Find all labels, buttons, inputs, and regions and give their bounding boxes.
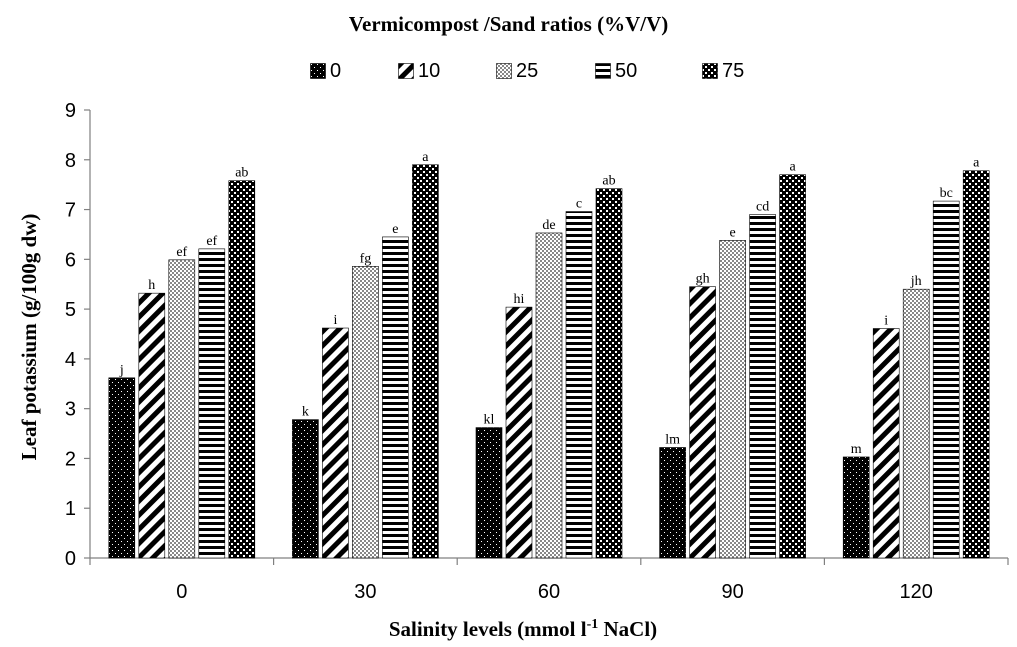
x-tick-label: 0 [176,581,187,603]
bar-label: j [119,363,124,378]
bar-label: bc [940,186,953,201]
bar-label: lm [665,432,680,447]
bar-50-120 [932,200,960,559]
legend-swatch [496,63,512,79]
bar-10-30 [322,327,349,559]
bar-label: gh [696,272,710,287]
legend-label: 0 [330,60,342,82]
y-tick-label: 5 [65,299,76,321]
bar-75-90 [779,174,806,559]
bar-50-90 [749,214,776,559]
y-tick-label: 3 [65,399,76,421]
y-tick-label: 4 [65,349,76,371]
bar-25-120 [902,288,930,559]
x-tick-label: 60 [538,581,560,603]
bar-10-0 [138,292,166,559]
bar-10-120 [872,328,900,559]
legend-swatch [595,63,611,79]
bar-label: ab [235,166,248,181]
bar-0-30 [292,419,319,559]
y-tick-label: 7 [65,200,76,222]
legend-label: 75 [722,60,745,82]
bar-label: fg [360,251,372,266]
bar-75-120 [962,170,990,559]
bar-label: i [333,313,337,328]
bar-50-60 [565,211,593,559]
x-tick-label: 30 [354,581,376,603]
bar-0-60 [475,427,503,559]
bar-10-60 [505,306,533,559]
legend-swatch [398,63,414,79]
legend-item-25: 25 [496,58,538,84]
legend-label: 50 [615,60,638,82]
bar-75-0 [228,180,256,559]
bar-label: e [392,222,398,237]
bar-label: ef [176,245,187,260]
y-tick-label: 6 [65,249,76,271]
y-axis-label: Leaf potassium (g/100g dw) [17,214,41,461]
y-tick-label: 0 [65,548,76,570]
y-tick-label: 1 [65,498,76,520]
x-tick-label: 120 [900,581,933,603]
bar-label: cd [756,200,769,215]
legend-swatch [310,63,326,79]
bar-label: de [542,218,555,233]
bar-0-0 [108,377,136,559]
bars [108,164,990,559]
legend-label: 25 [516,60,539,82]
bar-25-60 [535,232,563,559]
bar-50-0 [198,248,226,559]
legend-label: 10 [418,60,441,82]
legend-item-50: 50 [595,58,637,84]
bar-label: ab [602,174,615,189]
bar-label: e [729,225,735,240]
bar-label: kl [484,413,495,428]
bar-75-60 [595,188,623,559]
bar-25-30 [352,266,379,559]
bar-75-30 [412,164,439,559]
bar-label: h [148,278,155,293]
bar-25-90 [719,240,746,559]
bar-25-0 [168,259,196,559]
legend: 0 10 25 50 75 [0,58,1017,84]
y-tick-label: 2 [65,448,76,470]
bar-10-90 [689,286,716,559]
bar-label: ef [206,234,217,249]
bar-label: hi [514,292,525,307]
bar-label: jh [910,274,922,289]
bar-label: m [851,442,862,457]
bar-label: k [302,405,309,420]
bar-label: a [422,150,429,165]
legend-title: Vermicompost /Sand ratios (%V/V) [348,12,669,36]
legend-item-75: 75 [702,58,744,84]
bar-label: c [576,197,582,212]
x-tick-label: 90 [721,581,743,603]
legend-item-10: 10 [398,58,440,84]
bar-label: a [789,160,796,175]
bar-0-90 [659,447,686,559]
legend-item-0: 0 [310,58,341,84]
bar-label: a [973,156,980,171]
bar-label: i [884,314,888,329]
bar-50-30 [382,236,409,559]
legend-swatch [702,63,718,79]
x-axis-label: Salinity levels (mmol l-1 NaCl) [389,617,657,641]
y-tick-label: 9 [65,100,76,122]
y-tick-label: 8 [65,150,76,172]
bar-0-120 [842,456,870,559]
